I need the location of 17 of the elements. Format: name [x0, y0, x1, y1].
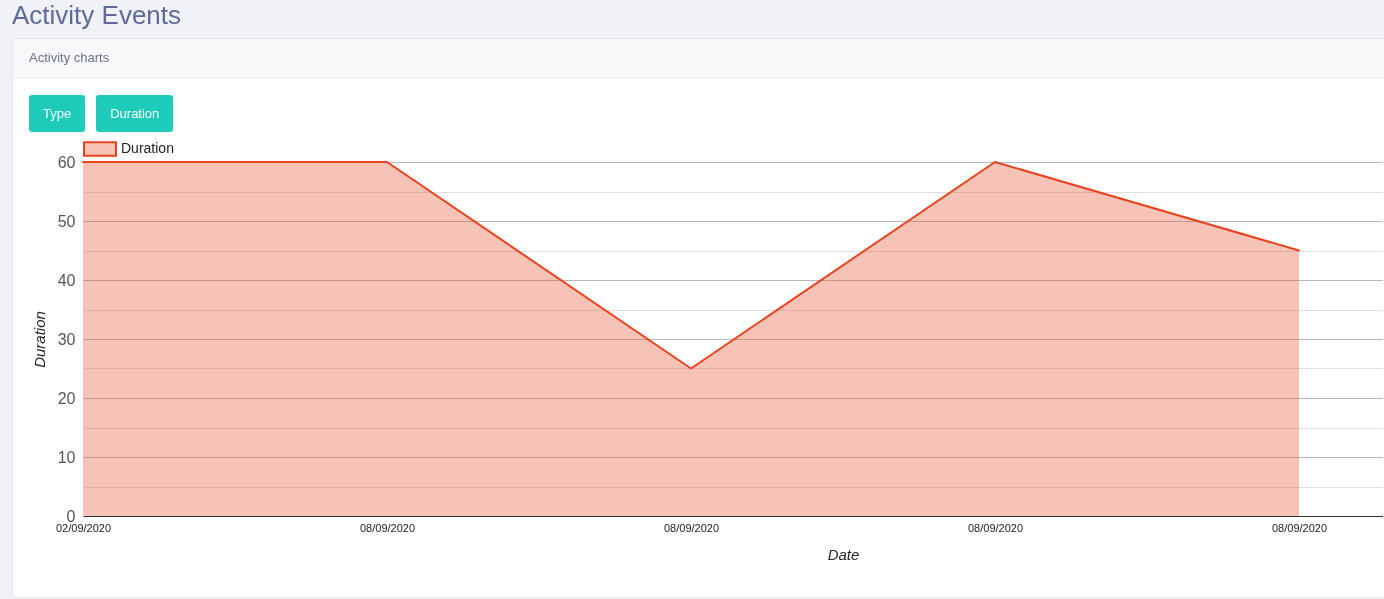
- y-tick-label: 30: [57, 330, 76, 348]
- legend-label: Duration: [121, 140, 174, 156]
- chart-title: Activity Events: [12, 0, 182, 30]
- y-axis-title: Duration: [30, 311, 48, 368]
- y-tick-label: 20: [57, 389, 76, 407]
- x-axis-title: Date: [827, 545, 860, 563]
- y-tick-label: 50: [57, 212, 76, 230]
- x-tick-label: 08/09/2020: [359, 521, 416, 534]
- text: Duration: [96, 95, 174, 132]
- x-tick-label: 08/09/2020: [663, 521, 720, 534]
- x-tick-label: 08/09/2020: [1271, 521, 1328, 534]
- text: Type: [29, 95, 86, 132]
- chart-subtitle: Activity charts: [13, 39, 1384, 78]
- y-tick-label: 10: [57, 448, 76, 466]
- y-tick-label: 40: [57, 271, 76, 289]
- y-tick-label: 60: [57, 153, 76, 171]
- x-tick-label: 08/09/2020: [967, 521, 1024, 534]
